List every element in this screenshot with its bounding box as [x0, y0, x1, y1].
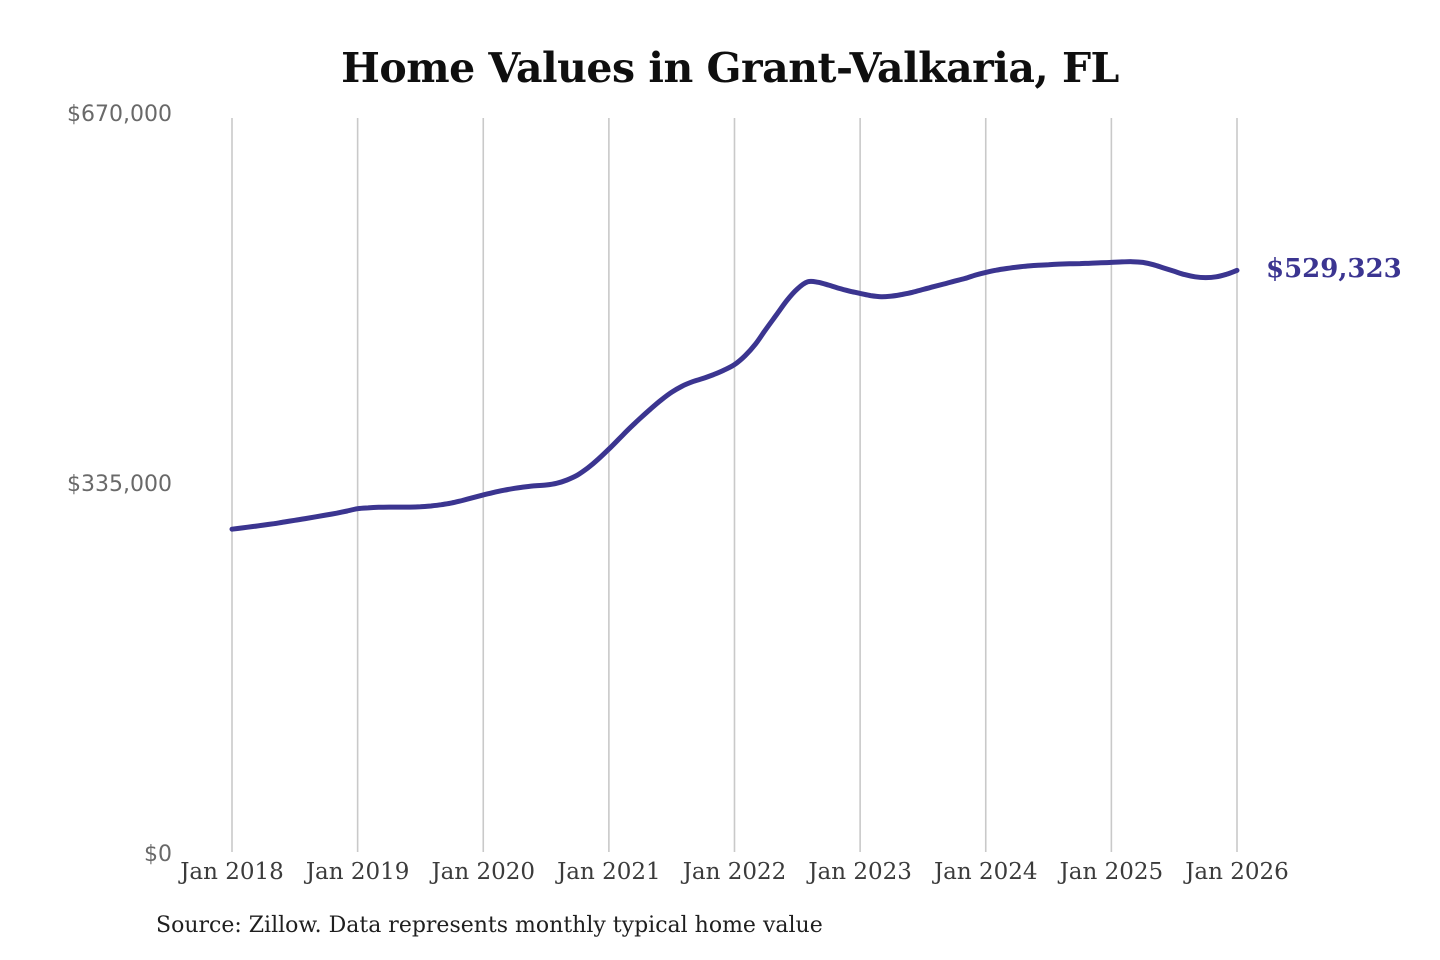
y-axis-label-670000: $670,000: [67, 102, 172, 127]
x-axis-label-jan-2021: Jan 2021: [557, 859, 661, 885]
source-note: Source: Zillow. Data represents monthly …: [156, 913, 823, 938]
x-axis-label-jan-2020: Jan 2020: [431, 859, 536, 885]
home-value-line: [229, 259, 1240, 532]
y-axis-label-335000: $335,000: [67, 472, 172, 497]
value-line-group: [229, 259, 1240, 532]
end-value-label: $529,323: [1266, 254, 1402, 285]
vertical-gridlines: [231, 118, 1238, 852]
chart-title: Home Values in Grant-Valkaria, FL: [341, 44, 1119, 92]
x-axis-label-jan-2024: Jan 2024: [933, 859, 1038, 885]
x-axis-label-jan-2018: Jan 2018: [180, 859, 284, 885]
x-axis-label-jan-2022: Jan 2022: [682, 859, 787, 885]
x-axis-label-jan-2026: Jan 2026: [1185, 859, 1289, 885]
x-axis-label-jan-2019: Jan 2019: [305, 859, 410, 885]
y-axis-label-0: $0: [144, 842, 172, 867]
x-axis-label-jan-2023: Jan 2023: [808, 859, 912, 885]
x-axis-label-jan-2025: Jan 2025: [1059, 859, 1164, 885]
